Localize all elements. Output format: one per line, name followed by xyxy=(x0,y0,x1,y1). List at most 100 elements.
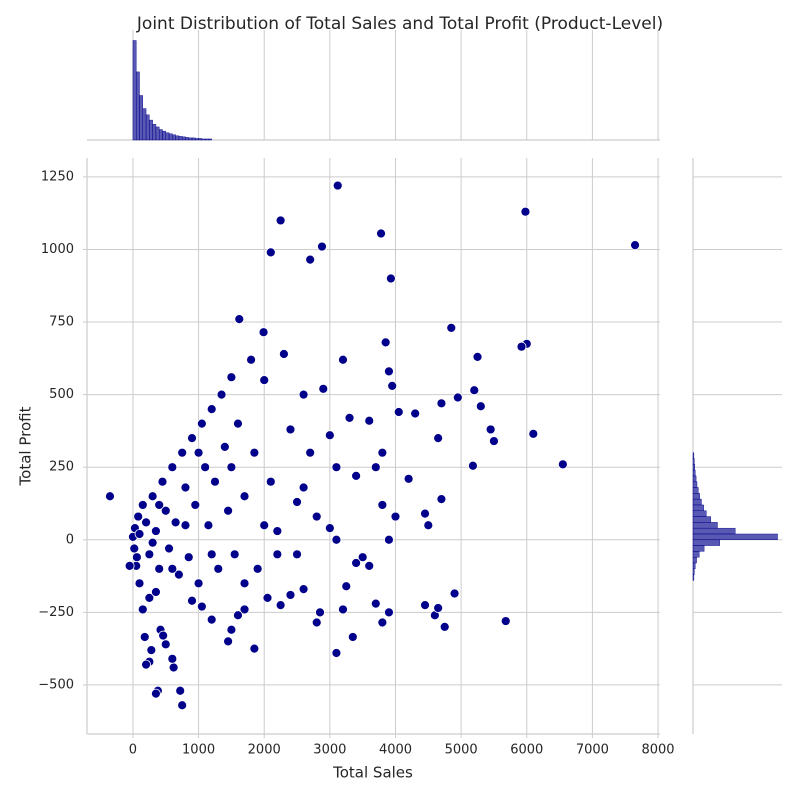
scatter-point xyxy=(151,526,161,536)
scatter-point xyxy=(196,418,207,429)
scatter-point xyxy=(475,401,486,412)
scatter-point xyxy=(370,598,381,609)
scatter-point xyxy=(193,578,204,589)
scatter-point xyxy=(206,549,217,560)
histogram-bar xyxy=(145,114,150,141)
histogram-bar xyxy=(692,458,695,465)
scatter-point xyxy=(500,616,511,626)
scatter-point xyxy=(134,529,145,539)
scatter-point xyxy=(137,604,148,615)
scatter-point xyxy=(332,180,343,191)
histogram-bar xyxy=(201,138,206,141)
scatter-point xyxy=(311,511,322,522)
scatter-point xyxy=(164,543,174,554)
x-tick-label: 0 xyxy=(129,743,137,758)
scatter-point xyxy=(338,354,348,365)
x-tick-label: 5000 xyxy=(445,743,478,758)
histogram-bar xyxy=(175,135,180,141)
scatter-point xyxy=(187,433,197,444)
scatter-point xyxy=(285,424,296,435)
histogram-bar xyxy=(204,138,209,141)
scatter-point xyxy=(318,383,329,394)
x-tick-label: 3000 xyxy=(313,743,346,758)
scatter-point xyxy=(338,604,348,615)
scatter-point xyxy=(216,389,227,400)
scatter-point xyxy=(364,415,375,426)
y-tick-label: 250 xyxy=(49,460,74,475)
scatter-point xyxy=(331,648,342,658)
scatter-point xyxy=(137,500,148,510)
scatter-point xyxy=(377,447,388,458)
scatter-point xyxy=(446,322,457,333)
scatter-point xyxy=(272,526,283,536)
scatter-point xyxy=(292,497,302,507)
scatter-point xyxy=(265,476,276,487)
histogram-bar xyxy=(139,95,143,141)
scatter-point xyxy=(324,523,335,534)
scatter-point xyxy=(317,241,327,252)
scatter-point xyxy=(239,491,250,502)
scatter-point xyxy=(196,601,207,612)
scatter-point xyxy=(341,581,352,592)
scatter-point xyxy=(233,610,243,621)
chart-title: Joint Distribution of Total Sales and To… xyxy=(136,14,663,34)
scatter-point xyxy=(105,491,115,502)
scatter-point xyxy=(528,428,539,439)
scatter-point xyxy=(351,471,362,481)
histogram-bar xyxy=(692,510,707,517)
y-tick-label: 750 xyxy=(49,315,74,330)
histogram-bar xyxy=(692,516,711,523)
scatter-point xyxy=(420,508,430,519)
histogram-bar xyxy=(181,136,186,141)
scatter-point xyxy=(151,688,161,699)
scatter-point xyxy=(298,584,309,595)
y-tick-label: 0 xyxy=(66,532,74,547)
scatter-point xyxy=(141,517,151,528)
scatter-point xyxy=(187,595,197,606)
scatter-point xyxy=(158,630,169,641)
scatter-point xyxy=(347,632,358,642)
y-tick-label: 1000 xyxy=(41,242,74,257)
scatter-point xyxy=(160,505,171,516)
scatter-point xyxy=(265,247,276,258)
scatter-point xyxy=(469,385,480,396)
scatter-point xyxy=(433,433,444,444)
histogram-bar xyxy=(692,562,696,570)
scatter-point xyxy=(305,254,316,265)
y-tick-label: −500 xyxy=(38,677,74,692)
histogram-bar xyxy=(168,133,173,141)
scatter-point xyxy=(157,476,168,487)
histogram-bar xyxy=(149,119,153,141)
scatter-point xyxy=(384,366,394,377)
histogram-bar xyxy=(692,574,695,581)
scatter-point xyxy=(376,228,386,239)
histogram-bar xyxy=(692,556,697,564)
scatter-point xyxy=(239,578,250,589)
histogram-bar xyxy=(692,539,720,546)
scatter-point xyxy=(151,587,161,597)
scatter-point xyxy=(259,375,270,385)
scatter-point xyxy=(203,520,214,531)
scatter-point xyxy=(275,215,286,226)
scatter-point xyxy=(420,600,430,610)
x-tick-label: 4000 xyxy=(379,743,412,758)
x-tick-label: 8000 xyxy=(641,743,674,758)
histogram-bar xyxy=(165,132,170,141)
scatter-point xyxy=(403,473,414,484)
scatter-point xyxy=(173,569,184,580)
scatter-point xyxy=(190,500,201,510)
histogram-bar xyxy=(188,137,193,141)
scatter-point xyxy=(324,430,335,441)
scatter-point xyxy=(298,389,309,400)
histogram-bar xyxy=(692,464,695,471)
scatter-point xyxy=(233,418,243,429)
y-axis-label: Total Profit xyxy=(17,406,35,486)
scatter-point xyxy=(557,459,568,470)
scatter-point xyxy=(229,549,240,560)
scatter-point xyxy=(226,462,237,473)
scatter-point xyxy=(154,500,165,510)
scatter-point xyxy=(133,511,144,522)
scatter-point xyxy=(423,520,434,531)
histogram-bar xyxy=(692,504,704,511)
scatter-point xyxy=(129,543,140,554)
